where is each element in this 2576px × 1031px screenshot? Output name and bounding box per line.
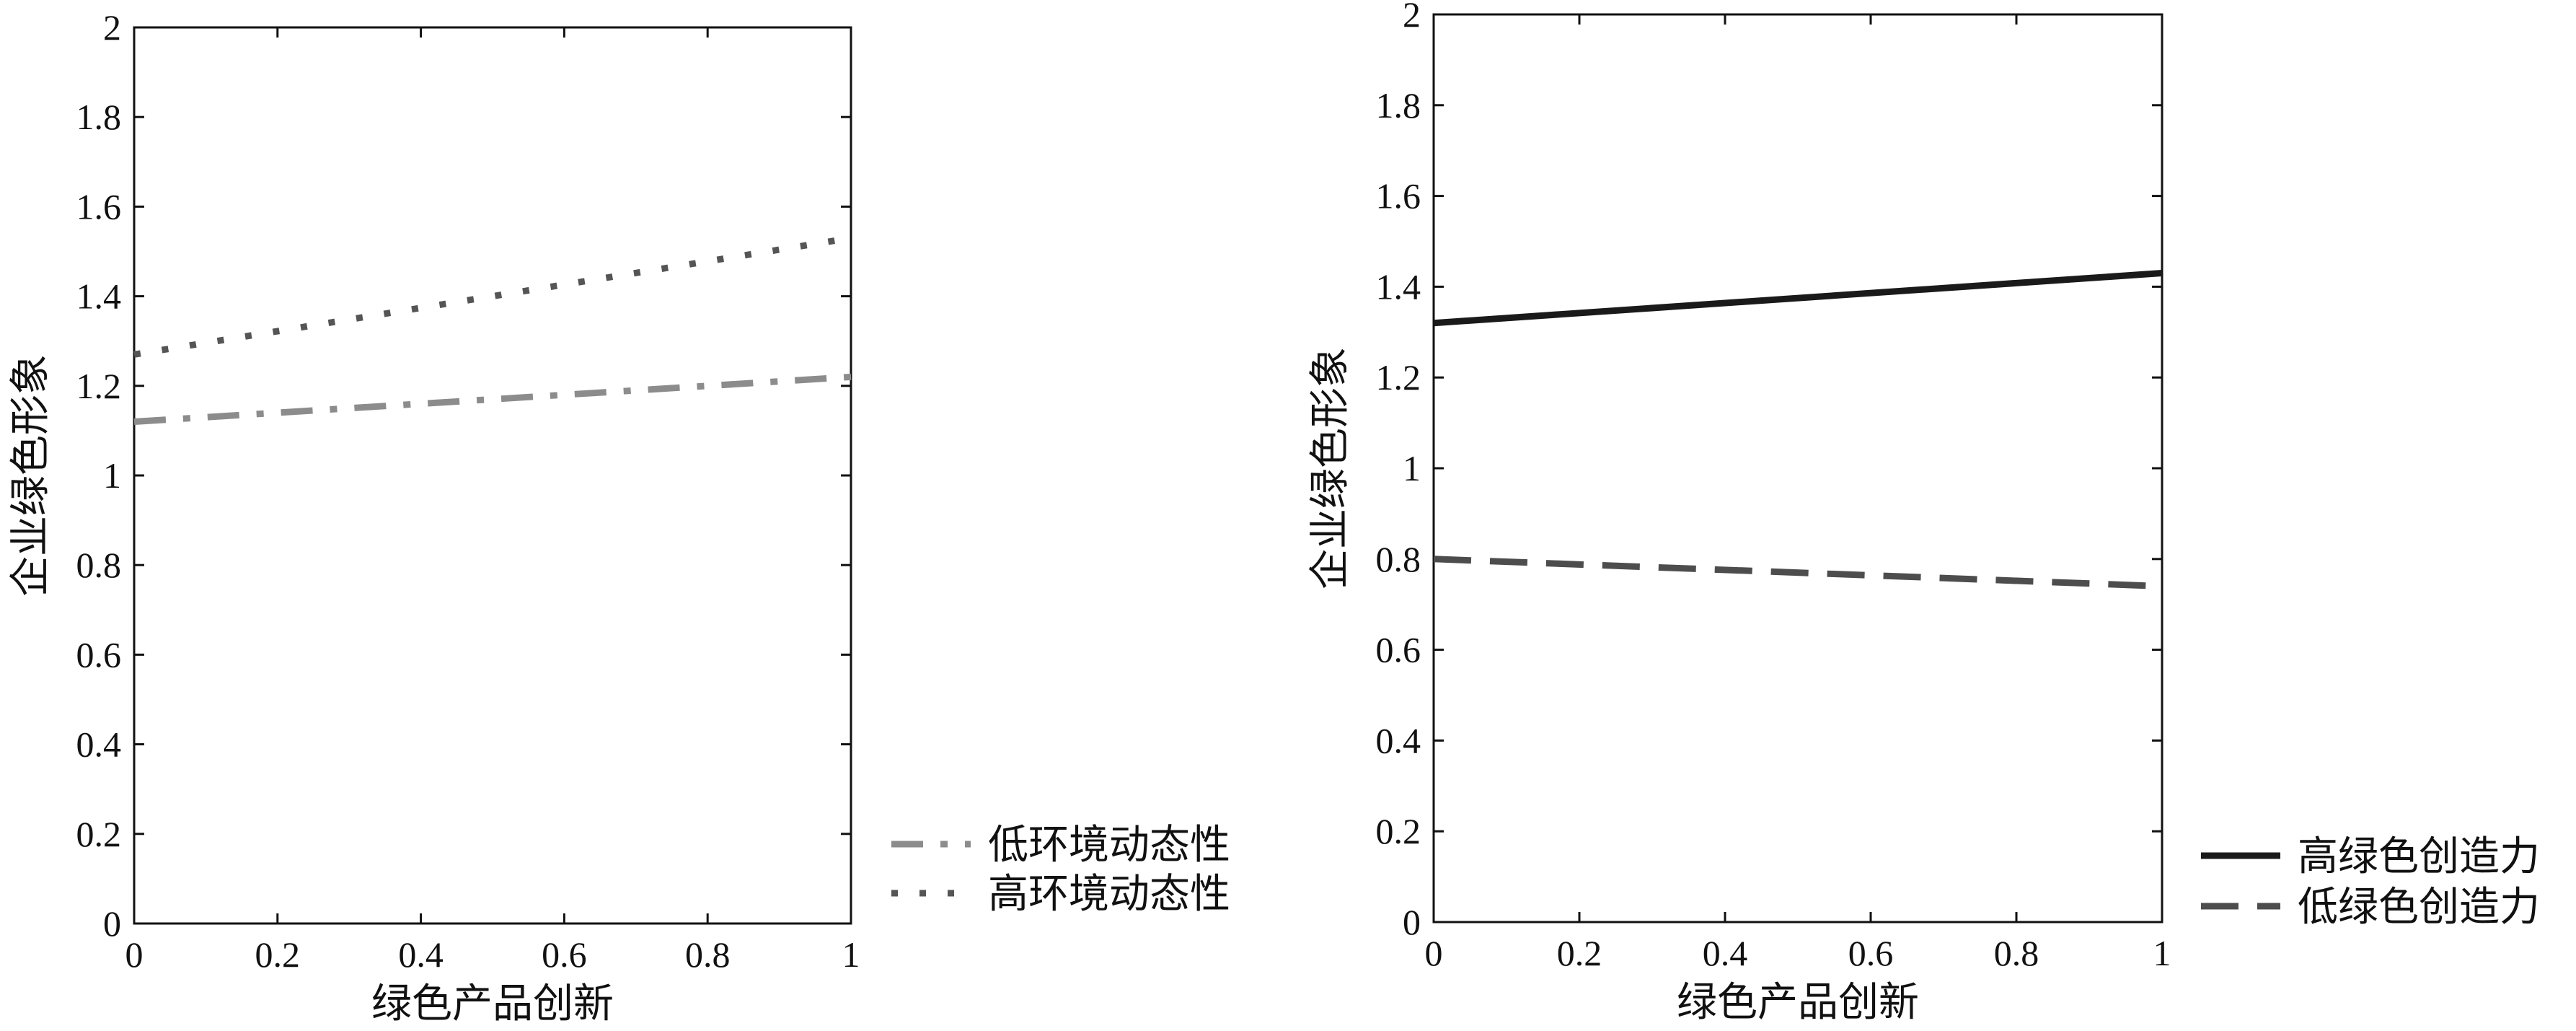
series-line-1 — [133, 373, 852, 425]
y-tick-label: 1 — [103, 455, 121, 496]
y-tick-label: 1.2 — [1376, 357, 1421, 398]
x-axis-title: 绿色产品创新 — [371, 980, 614, 1027]
y-tick-label: 1 — [1403, 448, 1421, 488]
y-tick-label: 0.8 — [1376, 539, 1421, 579]
plot-frame — [133, 26, 852, 925]
series-line-1 — [1433, 270, 2163, 327]
x-tick-label: 0 — [1425, 933, 1443, 973]
y-tick-label: 0.6 — [76, 634, 122, 675]
y-tick-label: 1.4 — [1376, 266, 1421, 307]
y-tick-label: 0 — [103, 903, 121, 944]
y-tick-label: 0 — [1403, 902, 1421, 942]
legend-label-1: 低环境动态性 — [988, 822, 1230, 869]
series-line-2 — [133, 234, 852, 358]
x-tick-label: 0.8 — [685, 934, 731, 975]
y-tick-label: 0.2 — [1376, 811, 1421, 851]
y-tick-label: 1.2 — [76, 366, 122, 406]
y-tick-label: 0.2 — [76, 814, 122, 854]
x-tick-label: 1 — [2153, 933, 2171, 973]
series-line-2 — [1433, 556, 2163, 590]
x-tick-label: 0.8 — [1994, 933, 2039, 973]
y-tick-label: 1.6 — [76, 186, 122, 227]
y-tick-label: 0.4 — [76, 724, 122, 765]
chart-panel-1: 0 0.2 0.4 0.6 0.8 1 1.2 1.4 1.6 1.8 2 0 0.2 0.4 0.6 0.8… — [7, 7, 1230, 1027]
legend-label-2: 高环境动态性 — [988, 871, 1230, 918]
x-tick-label: 0.6 — [1848, 933, 1894, 973]
y-tick-label: 2 — [103, 7, 121, 48]
y-axis-title: 企业绿色形象 — [1307, 347, 1354, 589]
y-tick-label: 2 — [1403, 0, 1421, 35]
x-tick-label: 0.2 — [255, 934, 301, 975]
y-tick-label: 1.6 — [1376, 176, 1421, 216]
y-tick-label: 1.8 — [76, 97, 122, 137]
x-tick-label: 0.2 — [1557, 933, 1602, 973]
y-tick-label: 1.4 — [76, 276, 122, 317]
y-tick-label: 0.8 — [76, 545, 122, 585]
chart-panel-2: 0 0.2 0.4 0.6 0.8 1 1.2 1.4 1.6 1.8 2 0 0.2 0.4 0.6 0.8… — [1307, 0, 2540, 1026]
plot-frame — [1432, 13, 2163, 923]
x-tick-label: 0.4 — [1703, 933, 1748, 973]
x-tick-label: 0.6 — [542, 934, 587, 975]
y-tick-label: 1.8 — [1376, 85, 1421, 126]
legend-label-1: 高绿色创造力 — [2298, 833, 2540, 880]
y-axis-title: 企业绿色形象 — [7, 354, 54, 597]
x-tick-label: 1 — [842, 934, 860, 975]
x-tick-label: 0.4 — [398, 934, 444, 975]
y-tick-label: 0.4 — [1376, 720, 1421, 760]
x-axis-title: 绿色产品创新 — [1677, 979, 1919, 1026]
y-tick-label: 0.6 — [1376, 630, 1421, 670]
legend-label-2: 低绿色创造力 — [2298, 884, 2540, 931]
x-tick-label: 0 — [125, 934, 144, 975]
